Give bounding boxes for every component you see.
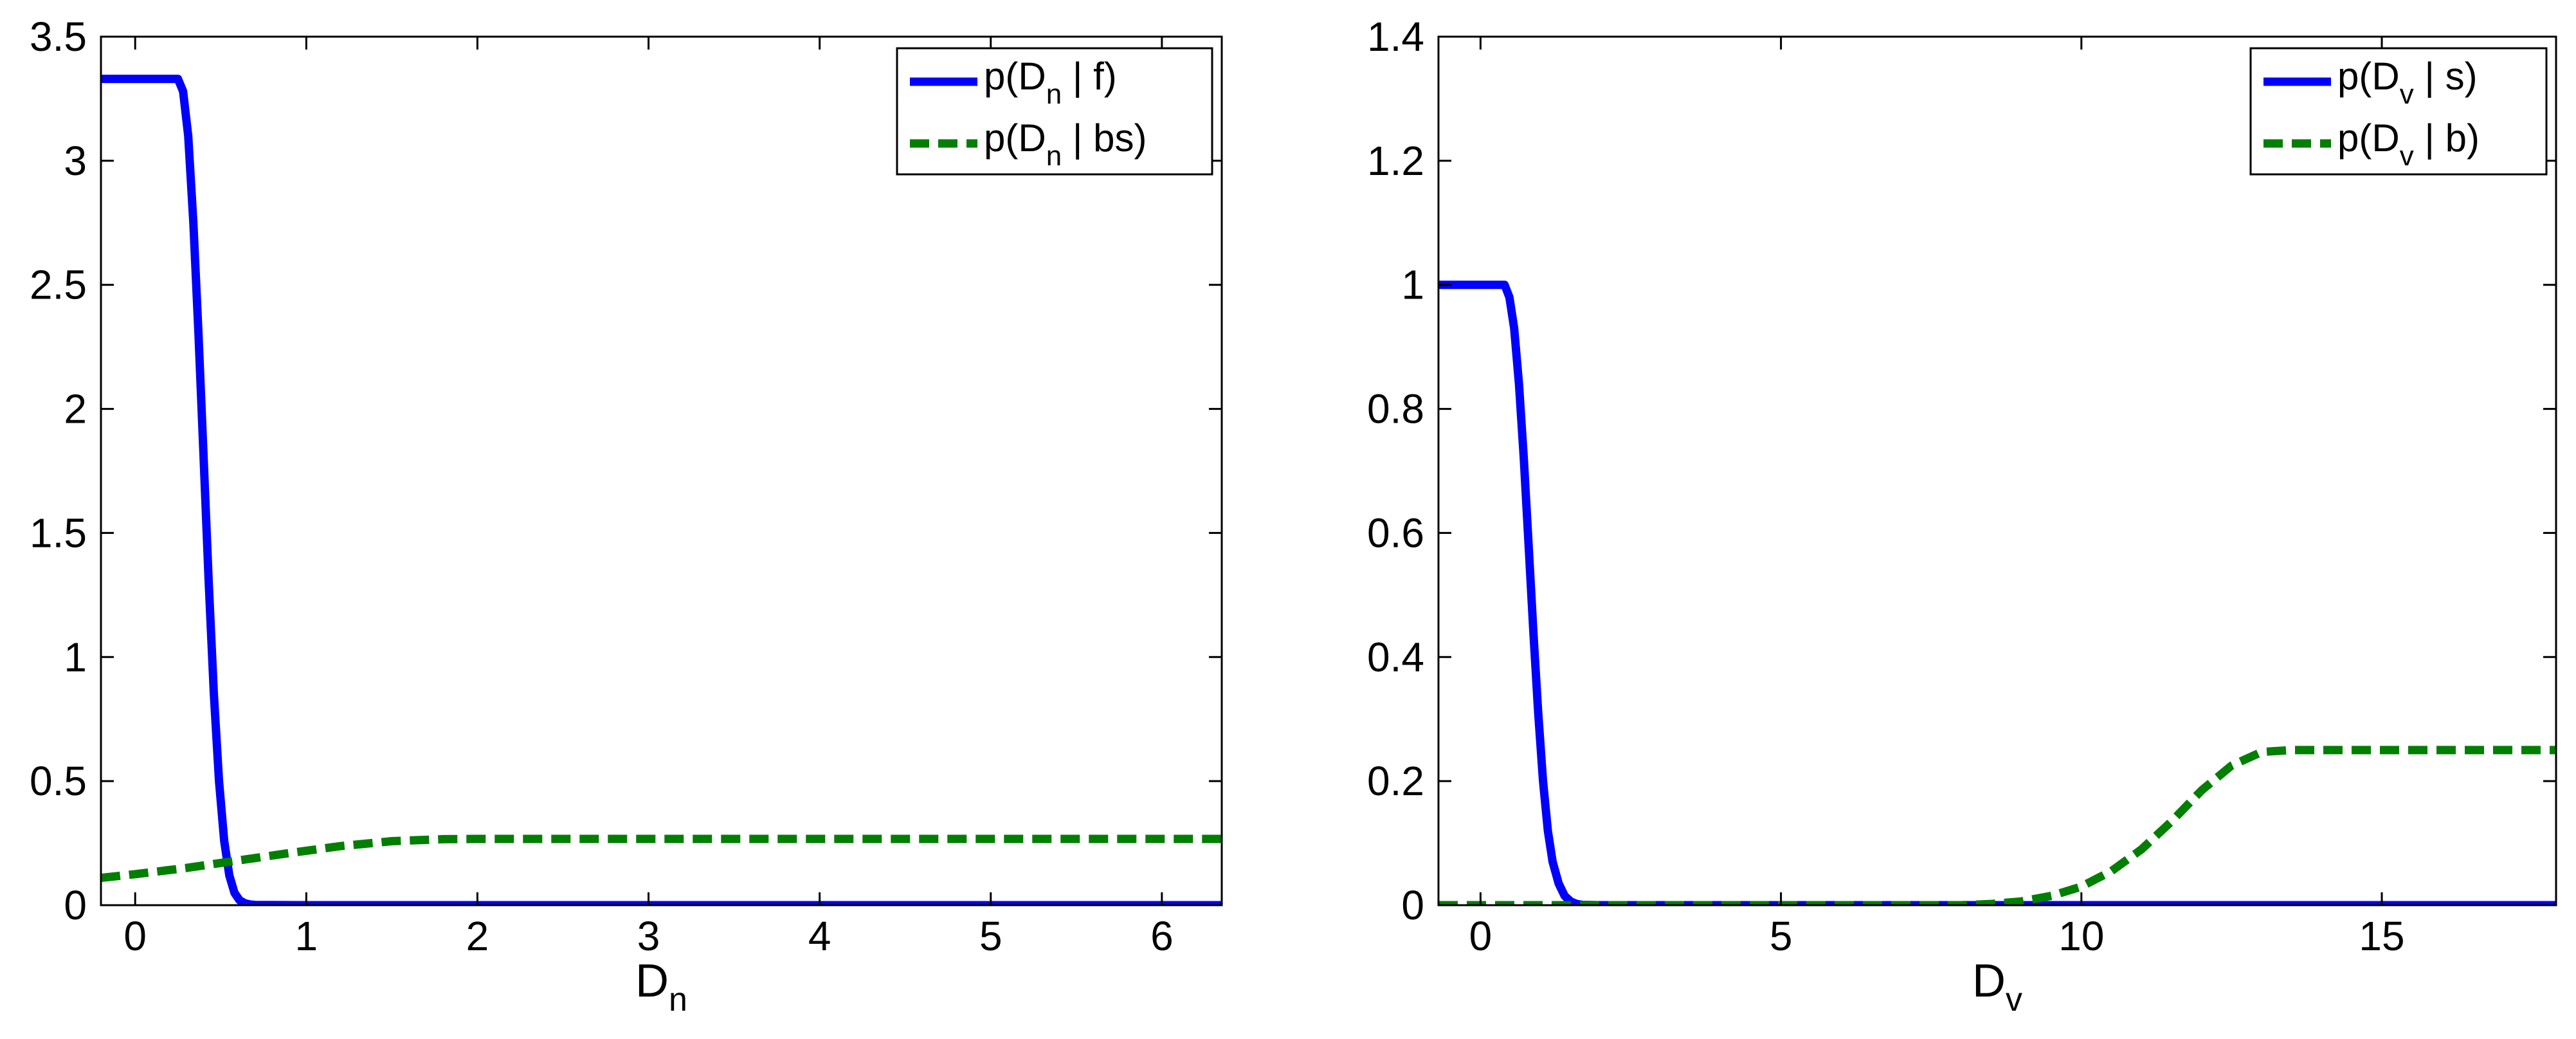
legend-label: p(Dv | b) — [2337, 116, 2480, 172]
legend: p(Dv | s) p(Dv | b) — [2249, 47, 2548, 176]
legend-label: p(Dv | s) — [2337, 55, 2478, 110]
y-tick-label: 0.4 — [1367, 634, 1424, 680]
x-axis-label: Dv — [1972, 955, 2022, 1018]
y-tick-label: 1 — [64, 634, 87, 680]
solid-series-line — [1438, 280, 2556, 905]
x-axis-label: Dn — [635, 955, 687, 1018]
x-tick-label: 5 — [1770, 913, 1793, 959]
legend-label: p(Dn | f) — [984, 55, 1117, 110]
y-tick-label: 1.5 — [30, 510, 87, 556]
series-group — [1438, 280, 2556, 905]
y-tick-label: 0 — [64, 882, 87, 928]
y-tick-label: 2 — [64, 386, 87, 432]
legend-box — [2249, 47, 2548, 176]
legend-box — [896, 47, 1213, 176]
axes-frame — [1437, 35, 2557, 906]
y-tick-label: 1 — [1401, 262, 1424, 308]
x-tick-label: 4 — [808, 913, 831, 959]
x-tick-label: 15 — [2359, 913, 2404, 959]
y-tick-label: 1.2 — [1367, 138, 1424, 184]
x-tick-label: 5 — [979, 913, 1002, 959]
legend: p(Dn | f) p(Dn | bs) — [896, 47, 1213, 176]
x-tick-label: 10 — [2058, 913, 2104, 959]
dashed-series-line — [101, 834, 1222, 883]
x-tick-label: 1 — [295, 913, 318, 959]
x-tick-label: 3 — [637, 913, 660, 959]
y-tick-label: 2.5 — [30, 262, 87, 308]
y-tick-label: 0.6 — [1367, 510, 1424, 556]
y-tick-label: 0.5 — [30, 758, 87, 804]
y-tick-label: 3.5 — [30, 14, 87, 60]
y-tick-label: 0 — [1401, 882, 1424, 928]
plot-area — [1438, 37, 2556, 905]
y-tick-label: 0.8 — [1367, 386, 1424, 432]
y-tick-label: 1.4 — [1367, 14, 1424, 60]
plot-area — [101, 37, 1222, 905]
x-tick-label: 6 — [1150, 913, 1174, 959]
x-tick-label: 0 — [123, 913, 147, 959]
y-tick-label: 0.2 — [1367, 758, 1424, 804]
axes-frame — [100, 35, 1223, 906]
x-tick-label: 2 — [466, 913, 489, 959]
y-tick-label: 3 — [64, 138, 87, 184]
x-tick-label: 0 — [1469, 913, 1492, 959]
legend-label: p(Dn | bs) — [984, 116, 1147, 172]
